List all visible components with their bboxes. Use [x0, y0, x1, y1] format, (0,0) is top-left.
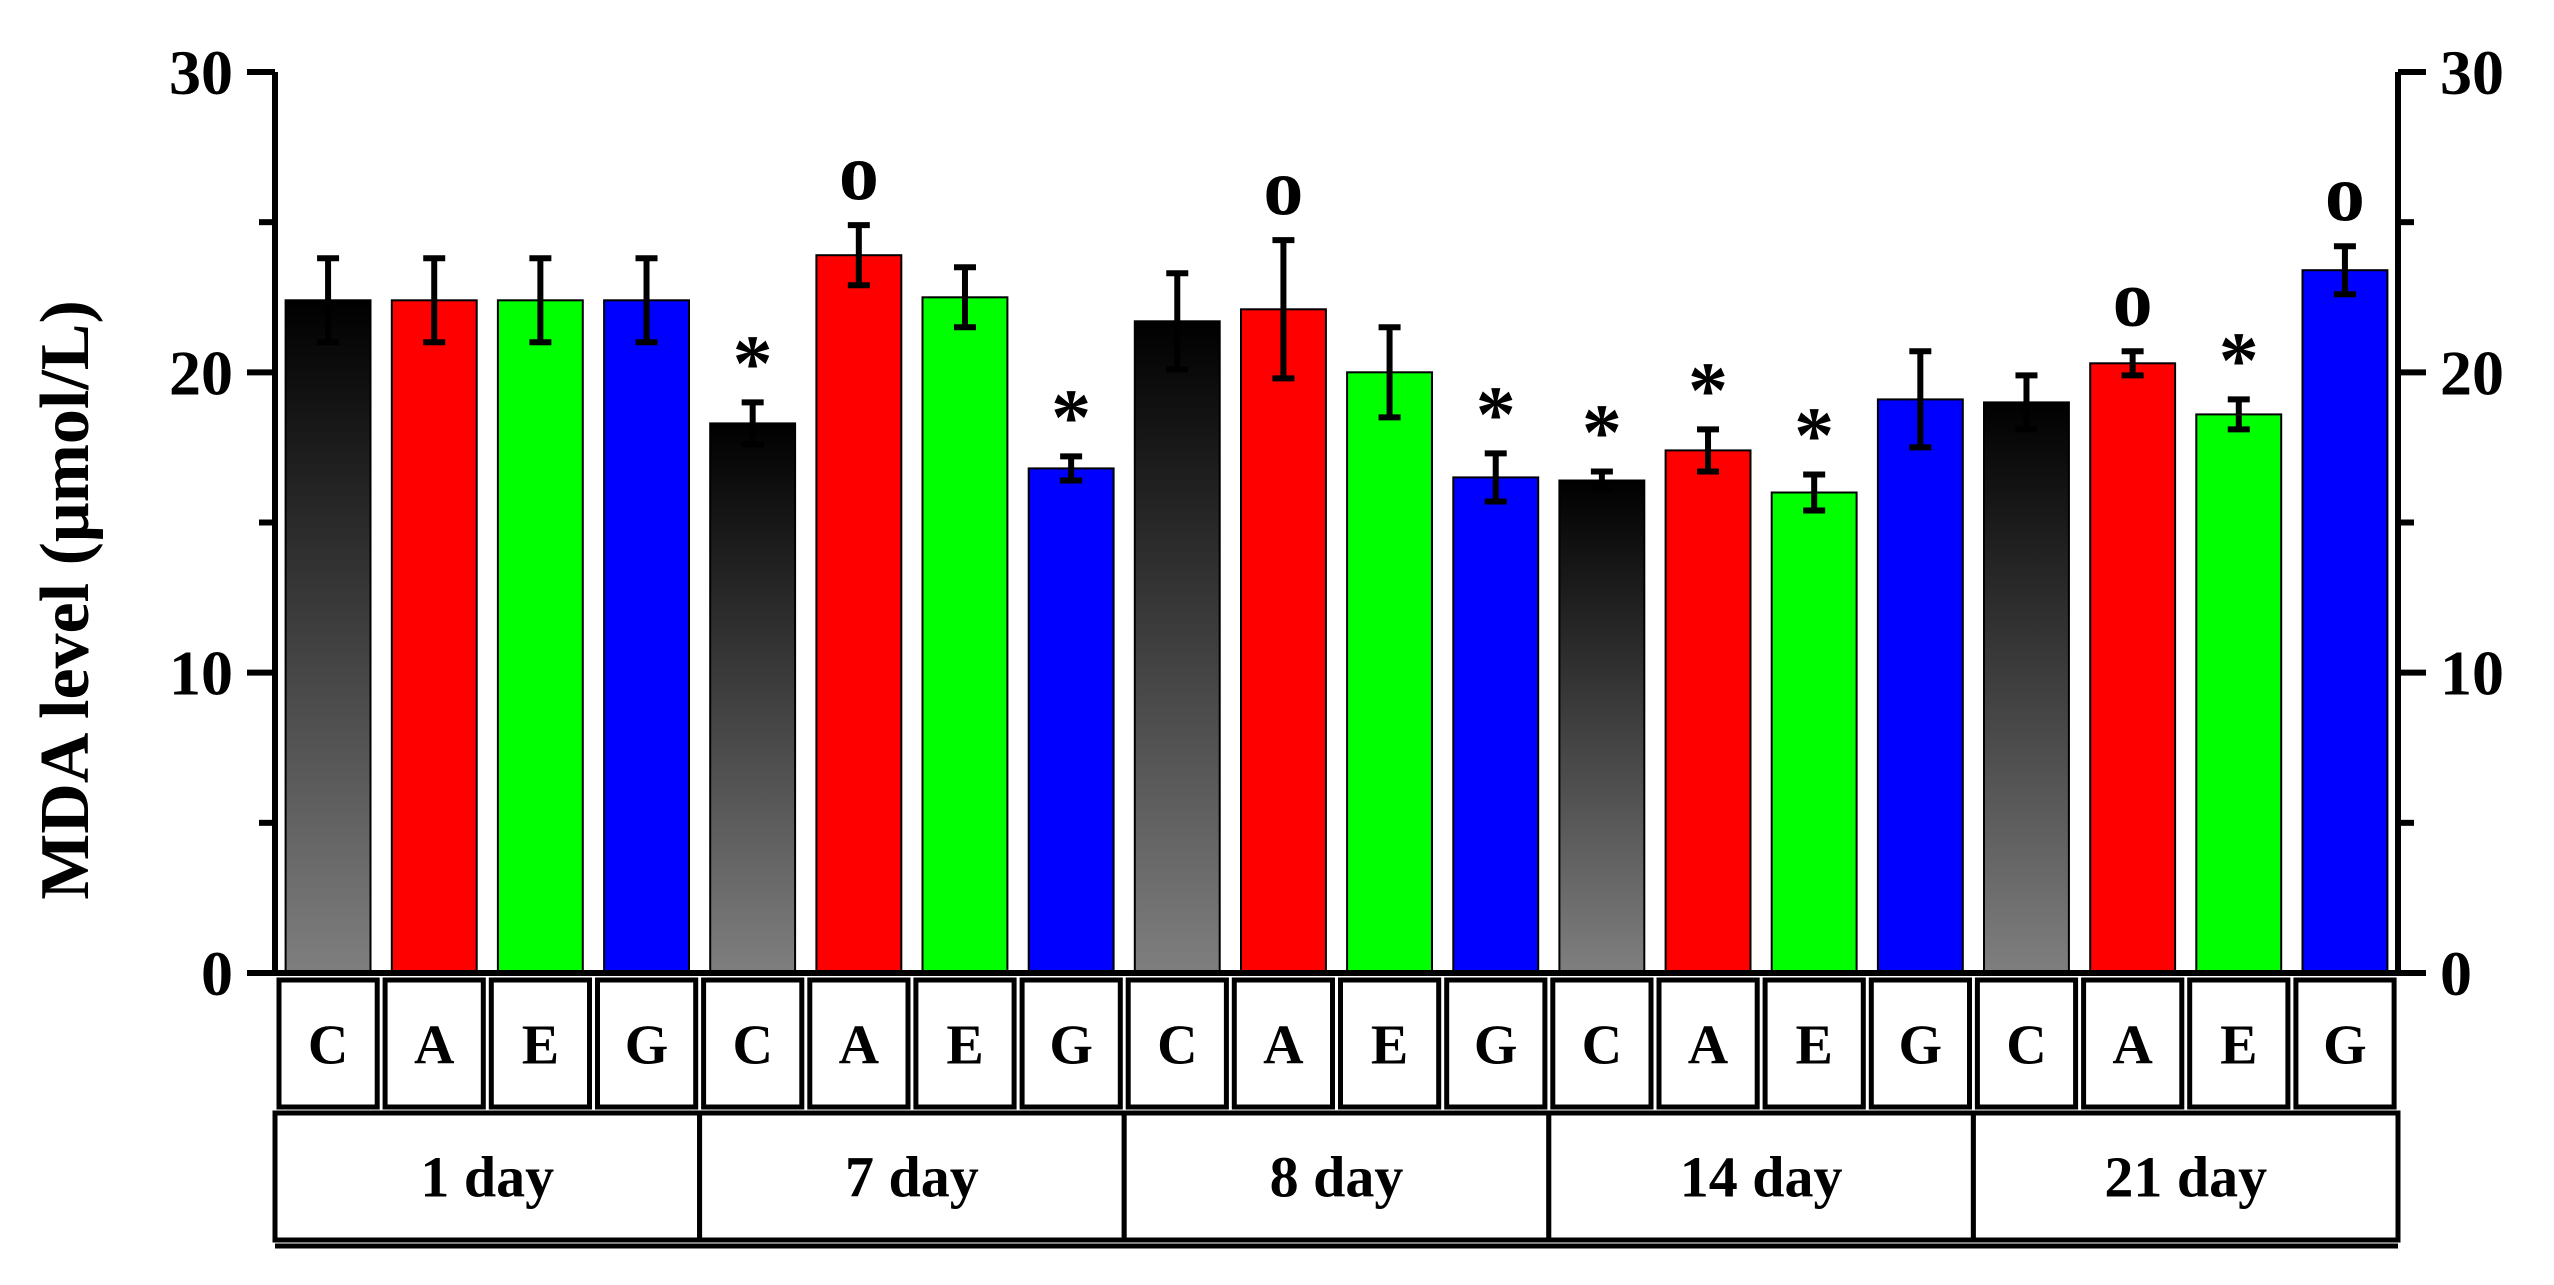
category-box	[701, 977, 805, 1110]
category-label-A: A	[839, 1015, 880, 1077]
category-label-G: G	[2323, 1015, 2367, 1077]
category-label-G: G	[1049, 1015, 1093, 1077]
significance-star: *	[733, 320, 773, 408]
category-box	[2293, 977, 2397, 1110]
group-label: 7 day	[845, 1145, 979, 1210]
significance-star: *	[2219, 317, 2259, 405]
category-box	[2081, 977, 2185, 1110]
y-tick-label-right: 20	[2440, 337, 2504, 408]
y-tick-label-right: 0	[2440, 938, 2472, 1009]
category-label-G: G	[625, 1015, 669, 1077]
group-box	[1970, 1110, 2401, 1243]
category-label-E: E	[522, 1015, 559, 1077]
category-box	[276, 977, 380, 1110]
category-label-A: A	[2112, 1015, 2153, 1077]
significance-circle: o	[2113, 255, 2153, 343]
bar-14day-A	[1664, 449, 1752, 974]
category-label-A: A	[1263, 1015, 1304, 1077]
bar-1day-G	[603, 299, 690, 974]
significance-star: *	[1794, 392, 1834, 480]
category-box	[1338, 977, 1442, 1110]
bar-14day-G	[1876, 398, 1964, 974]
group-label: 14 day	[1680, 1145, 1843, 1210]
significance-circle: o	[2325, 150, 2365, 238]
bars-layer	[284, 222, 2389, 975]
category-box	[1550, 977, 1654, 1110]
category-box	[1019, 977, 1123, 1110]
category-label-A: A	[1688, 1015, 1729, 1077]
group-box	[1121, 1110, 1552, 1243]
bar-1day-E	[496, 299, 584, 974]
y-axis-title: MDA level (μmol/L)	[27, 300, 104, 900]
category-label-E: E	[2220, 1015, 2257, 1077]
category-label-C: C	[1582, 1015, 1622, 1077]
group-box	[1546, 1110, 1976, 1243]
axes-layer	[247, 69, 2426, 1249]
category-box	[913, 977, 1017, 1110]
group-label: 8 day	[1270, 1145, 1404, 1210]
bar-8day-C	[1133, 320, 1221, 974]
bar-7day-E	[921, 296, 1009, 975]
bar-7day-G	[1027, 467, 1115, 974]
significance-star: *	[1051, 374, 1091, 462]
category-box	[1762, 977, 1866, 1110]
bar-21day-C	[1983, 401, 2070, 974]
labels-layer: C A E G 1 day * Co A E * G 7 day Co A E * G 8 day * C * A * E G 1…	[169, 37, 2504, 1243]
category-label-A: A	[414, 1015, 455, 1077]
category-box	[595, 977, 699, 1110]
bar-21day-G	[2301, 269, 2389, 974]
y-tick-label-left: 10	[169, 638, 233, 709]
category-box	[1231, 977, 1336, 1110]
category-label-C: C	[1157, 1015, 1197, 1077]
category-label-C: C	[2006, 1015, 2046, 1077]
category-box	[488, 977, 592, 1110]
y-tick-label-left: 30	[169, 37, 233, 108]
category-box	[807, 977, 911, 1110]
bar-21day-A	[2089, 362, 2177, 974]
category-label-G: G	[1474, 1015, 1518, 1077]
bar-21day-E	[2195, 413, 2283, 974]
significance-circle: o	[839, 129, 879, 217]
bar-8day-E	[1346, 371, 1433, 974]
y-tick-label-left: 20	[169, 337, 233, 408]
category-box	[1656, 977, 1760, 1110]
y-tick-label-right: 30	[2440, 37, 2504, 108]
category-label-E: E	[946, 1015, 983, 1077]
category-label-C: C	[732, 1015, 772, 1077]
bar-1day-A	[390, 299, 478, 974]
category-box	[1868, 977, 1973, 1110]
significance-circle: o	[1263, 144, 1303, 232]
category-box	[1974, 977, 2079, 1110]
category-label-E: E	[1796, 1015, 1833, 1077]
category-label-G: G	[1899, 1015, 1943, 1077]
significance-star: *	[1688, 347, 1728, 435]
y-tick-label-right: 10	[2440, 638, 2504, 709]
bar-14day-C	[1558, 479, 1646, 974]
category-box	[2187, 977, 2291, 1110]
significance-star: *	[1476, 371, 1516, 459]
group-label: 21 day	[2104, 1145, 2267, 1210]
bar-7day-A	[815, 254, 903, 974]
category-label-C: C	[308, 1015, 348, 1077]
bar-8day-A	[1240, 308, 1327, 974]
category-box	[1444, 977, 1548, 1110]
category-box	[382, 977, 486, 1110]
group-label: 1 day	[420, 1145, 554, 1210]
bar-14day-E	[1770, 491, 1858, 974]
bar-8day-G	[1452, 476, 1540, 974]
category-box	[1125, 977, 1229, 1110]
y-tick-label-left: 0	[201, 938, 233, 1009]
significance-star: *	[1582, 389, 1622, 477]
bar-1day-C	[284, 299, 372, 974]
category-label-E: E	[1371, 1015, 1408, 1077]
bar-7day-C	[709, 422, 797, 974]
